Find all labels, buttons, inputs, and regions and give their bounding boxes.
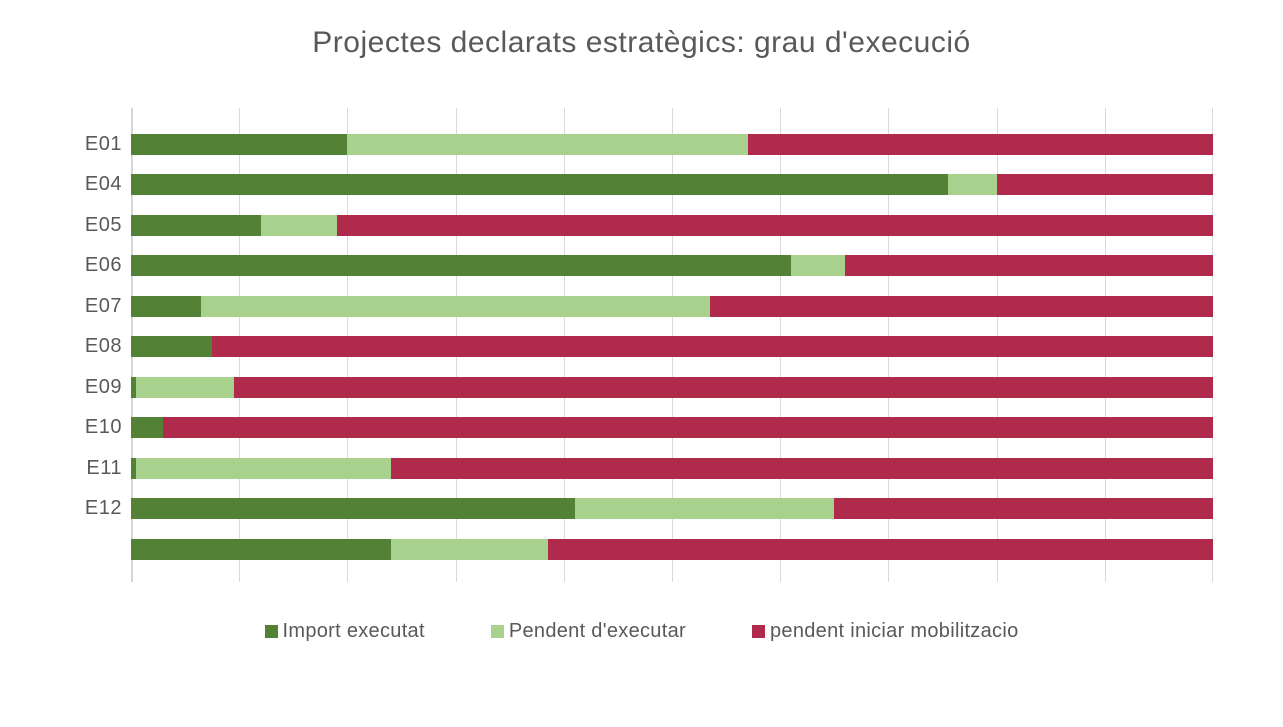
- segment-pendent-iniciar-mobilitzacio: [163, 417, 1213, 439]
- segment-pendent-d-executar: [201, 295, 710, 317]
- bar-E06: [131, 255, 1213, 277]
- segment-pendent-iniciar-mobilitzacio: [996, 174, 1213, 196]
- segment-import-executat: [131, 376, 137, 398]
- segment-import-executat: [131, 538, 391, 560]
- segment-pendent-iniciar-mobilitzacio: [212, 336, 1213, 358]
- segment-import-executat: [131, 133, 348, 155]
- legend-item-pendent-iniciar-mobilitzacio: pendent iniciar mobilitzacio: [751, 619, 1019, 643]
- category-label-E11: E11: [86, 456, 122, 479]
- segment-pendent-d-executar: [574, 498, 835, 520]
- bar-row-E01: [131, 124, 1213, 165]
- category-label-E05: E05: [84, 213, 122, 236]
- bar-E04: [131, 174, 1213, 196]
- category-label-E04: E04: [84, 173, 122, 196]
- bar-E08: [131, 336, 1213, 358]
- segment-pendent-d-executar: [136, 376, 234, 398]
- segment-pendent-iniciar-mobilitzacio: [390, 457, 1213, 479]
- category-label-E12: E12: [84, 497, 122, 520]
- bar-E01: [131, 133, 1213, 155]
- category-label-E08: E08: [84, 335, 122, 358]
- category-label-blank: [0, 529, 131, 570]
- bar-E11: [131, 457, 1213, 479]
- segment-import-executat: [131, 214, 261, 236]
- legend-label: Import executat: [282, 619, 425, 642]
- chart-canvas: Projectes declarats estratègics: grau d'…: [0, 26, 1283, 727]
- bar-row-E11: [131, 448, 1213, 489]
- bar-E10: [131, 417, 1213, 439]
- bar-row-E05: [131, 205, 1213, 246]
- category-label-E09: E09: [84, 375, 122, 398]
- plot-area: [131, 108, 1213, 582]
- segment-pendent-iniciar-mobilitzacio: [709, 295, 1213, 317]
- segment-pendent-iniciar-mobilitzacio: [845, 255, 1213, 277]
- legend-item-import-executat: Import executat: [264, 619, 425, 643]
- segment-import-executat: [131, 255, 792, 277]
- segment-pendent-d-executar: [136, 457, 391, 479]
- segment-import-executat: [131, 336, 213, 358]
- segment-import-executat: [131, 417, 164, 439]
- bar-total: [131, 538, 1213, 560]
- bar-E12: [131, 498, 1213, 520]
- bar-row-E09: [131, 367, 1213, 408]
- segment-pendent-iniciar-mobilitzacio: [336, 214, 1213, 236]
- segment-import-executat: [131, 457, 137, 479]
- segment-pendent-iniciar-mobilitzacio: [547, 538, 1213, 560]
- category-label-E01: E01: [84, 132, 122, 155]
- bar-row-E08: [131, 327, 1213, 368]
- category-label-E07: E07: [84, 294, 122, 317]
- bar-E07: [131, 295, 1213, 317]
- segment-import-executat: [131, 174, 948, 196]
- chart-area: E01 E04 E05 E06 E07 E08 E09 E10 E11 E12: [0, 108, 1213, 582]
- segment-pendent-d-executar: [347, 133, 748, 155]
- segment-pendent-d-executar: [947, 174, 997, 196]
- bar-row-E06: [131, 246, 1213, 287]
- legend-label: Pendent d'executar: [508, 619, 686, 642]
- bar-E05: [131, 214, 1213, 236]
- segment-pendent-iniciar-mobilitzacio: [233, 376, 1213, 398]
- bar-row-E04: [131, 165, 1213, 206]
- bar-row-total: [131, 529, 1213, 570]
- legend-swatch-icon: [264, 624, 278, 638]
- chart-title: Projectes declarats estratègics: grau d'…: [312, 26, 971, 59]
- category-label-E06: E06: [84, 254, 122, 277]
- bar-row-E10: [131, 408, 1213, 449]
- bar-E09: [131, 376, 1213, 398]
- segment-pendent-d-executar: [260, 214, 337, 236]
- segment-pendent-d-executar: [791, 255, 846, 277]
- bar-row-E07: [131, 286, 1213, 327]
- legend-item-pendent-d-executar: Pendent d'executar: [490, 619, 686, 643]
- legend-label: pendent iniciar mobilitzacio: [769, 619, 1019, 642]
- segment-pendent-d-executar: [390, 538, 548, 560]
- segment-import-executat: [131, 498, 575, 520]
- category-label-E10: E10: [84, 416, 122, 439]
- legend: Import executat Pendent d'executar pendent…: [0, 620, 1283, 643]
- bar-row-E12: [131, 489, 1213, 530]
- segment-pendent-iniciar-mobilitzacio: [834, 498, 1213, 520]
- legend-swatch-icon: [490, 624, 504, 638]
- legend-swatch-icon: [751, 624, 765, 638]
- segment-pendent-iniciar-mobilitzacio: [747, 133, 1213, 155]
- segment-import-executat: [131, 295, 202, 317]
- category-axis: E01 E04 E05 E06 E07 E08 E09 E10 E11 E12: [0, 108, 131, 582]
